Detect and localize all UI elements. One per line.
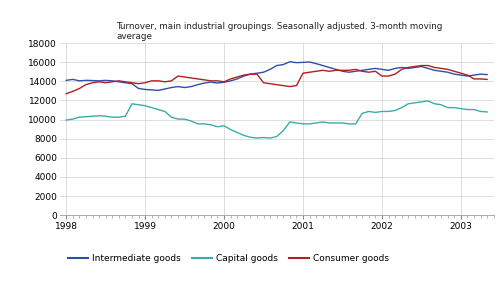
Legend: Intermediate goods, Capital goods, Consumer goods: Intermediate goods, Capital goods, Consu…: [64, 251, 393, 267]
Text: Turnover, main industrial groupings. Seasonally adjusted. 3-month moving
average: Turnover, main industrial groupings. Sea…: [116, 22, 443, 41]
